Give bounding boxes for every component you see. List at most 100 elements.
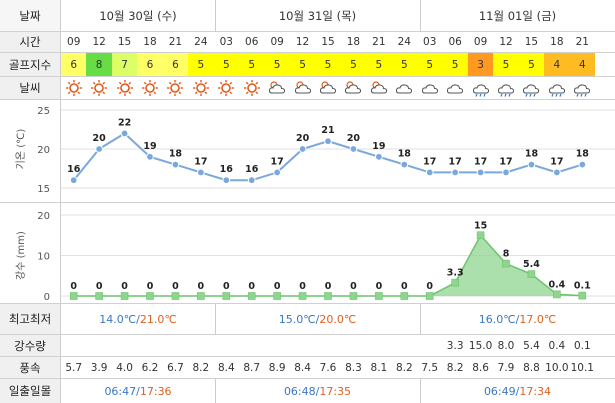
rain-value-label: 0 [96,281,103,292]
rain-amount-cell-5 [188,335,213,356]
rain-value-label: 0 [274,281,281,292]
rain-value-label: 0 [70,281,77,292]
day-3-sunset: 17:34 [519,385,551,398]
golf-label: 골프지수 [0,53,61,76]
rain-value-label: 0 [376,281,383,292]
rain-point [503,260,510,267]
rain-point [147,293,154,300]
temp-axis-label: 기온 (℃) [15,129,27,170]
rain-value-label: 0 [172,281,179,292]
rain-value-label: 3.3 [447,268,464,279]
rain-point [528,271,535,278]
day-2-max: 20.0℃ [319,313,356,326]
rain-icon [519,77,544,99]
rain-point [223,293,230,300]
wind-speed-cell-14: 7.5 [417,357,442,378]
rain-point [325,293,332,300]
golf-index-cell-15: 5 [442,53,467,76]
cloud-sun-icon [315,77,340,99]
wind-speed-cell-4: 6.7 [163,357,188,378]
golf-index-cell-19: 4 [544,53,569,76]
temperature-chart: 25 20 15 기온 (℃) 16 20 22 19 18 17 16 16 17 20 21 20 19 18… [0,100,615,202]
day-1-header: 10월 30일 (수) [61,0,215,31]
minmax-row: 최고최저 14.0℃/21.0℃ 15.0℃/20.0℃ 16.0℃/17.0℃ [0,304,615,334]
day-3-minmax: 16.0℃/17.0℃ [420,304,615,334]
day-3-max: 17.0℃ [519,313,556,326]
day-3-sunrise: 06:49 [484,385,516,398]
golf-index-cell-10: 5 [315,53,340,76]
temp-tick-label: 25 [37,106,50,117]
temp-point [452,169,459,176]
rain-point [375,293,382,300]
rain-value-label: 8 [503,249,510,260]
golf-index-cell-14: 5 [417,53,442,76]
rain-value-label: 0 [121,281,128,292]
temperature-chart-row: 25 20 15 기온 (℃) 16 20 22 19 18 17 16 16 17 20 21 20 19 18… [0,100,615,202]
temp-point [223,177,230,184]
golf-index-cell-4: 6 [163,53,188,76]
golf-index-cell-5: 5 [188,53,213,76]
time-cell-14: 03 [417,32,442,52]
rain-value-label: 0 [299,281,306,292]
wind-speed-cell-6: 8.4 [214,357,239,378]
temp-point [172,161,179,168]
wind-speed-cell-11: 8.3 [341,357,366,378]
time-cell-9: 12 [290,32,315,52]
temp-value-label: 18 [525,149,539,160]
rain-point [401,293,408,300]
cloud-sun-icon [341,77,366,99]
rain-value-label: 0 [350,281,357,292]
wind-speed-cell-19: 10.0 [544,357,569,378]
rain-point [350,293,357,300]
rain-point [248,293,255,300]
sun-icon [61,77,86,99]
temp-value-label: 17 [271,156,284,167]
temp-tick-label: 15 [37,184,50,195]
rain-amount-cell-15: 3.3 [442,335,467,356]
temp-point [325,138,332,145]
day-1-minmax: 14.0℃/21.0℃ [61,304,215,334]
temp-point [274,169,281,176]
temp-value-label: 17 [423,156,436,167]
time-cell-11: 18 [341,32,366,52]
golf-index-cell-16: 3 [468,53,493,76]
day-2-sunrise: 06:48 [284,385,316,398]
rain-point [172,293,179,300]
rain-icon [468,77,493,99]
sun-icon [188,77,213,99]
day-2-sun: 06:48/17:35 [215,379,420,403]
temp-point [477,169,484,176]
rain-amount-label: 강수량 [0,335,61,356]
minmax-label: 최고최저 [0,304,61,334]
rain-axis-label: 강수 (mm) [15,231,27,280]
rain-tick-label: 10 [37,252,50,263]
day-2-min: 15.0℃ [279,313,316,326]
time-row: 시간 09 12 15 18 21 24 03 06 09 12 15 18 21 24 03 06 09 12 1… [0,32,615,52]
wind-speed-cell-0: 5.7 [61,357,86,378]
time-cell-2: 15 [112,32,137,52]
temp-value-label: 17 [474,156,487,167]
rain-value-label: 0 [248,281,255,292]
day-1-sun: 06:47/17:36 [61,379,215,403]
golf-index-cell-13: 5 [392,53,417,76]
temp-point [121,130,128,137]
golf-index-cell-18: 5 [519,53,544,76]
temp-point [401,161,408,168]
temp-point [553,169,560,176]
temp-point [147,153,154,160]
temp-point [70,177,77,184]
golf-index-cell-12: 5 [366,53,391,76]
golf-index-cell-17: 5 [493,53,518,76]
time-cell-15: 06 [442,32,467,52]
golf-index-cell-3: 6 [137,53,162,76]
rain-value-label: 15 [474,220,487,231]
wind-speed-cell-20: 10.1 [570,357,595,378]
rain-point [452,279,459,286]
rain-amount-cell-20: 0.1 [570,335,595,356]
rain-point [96,293,103,300]
rain-value-label: 0.1 [574,281,591,292]
rain-point [121,293,128,300]
wind-speed-cell-15: 8.2 [442,357,467,378]
rain-amount-cell-19: 0.4 [544,335,569,356]
